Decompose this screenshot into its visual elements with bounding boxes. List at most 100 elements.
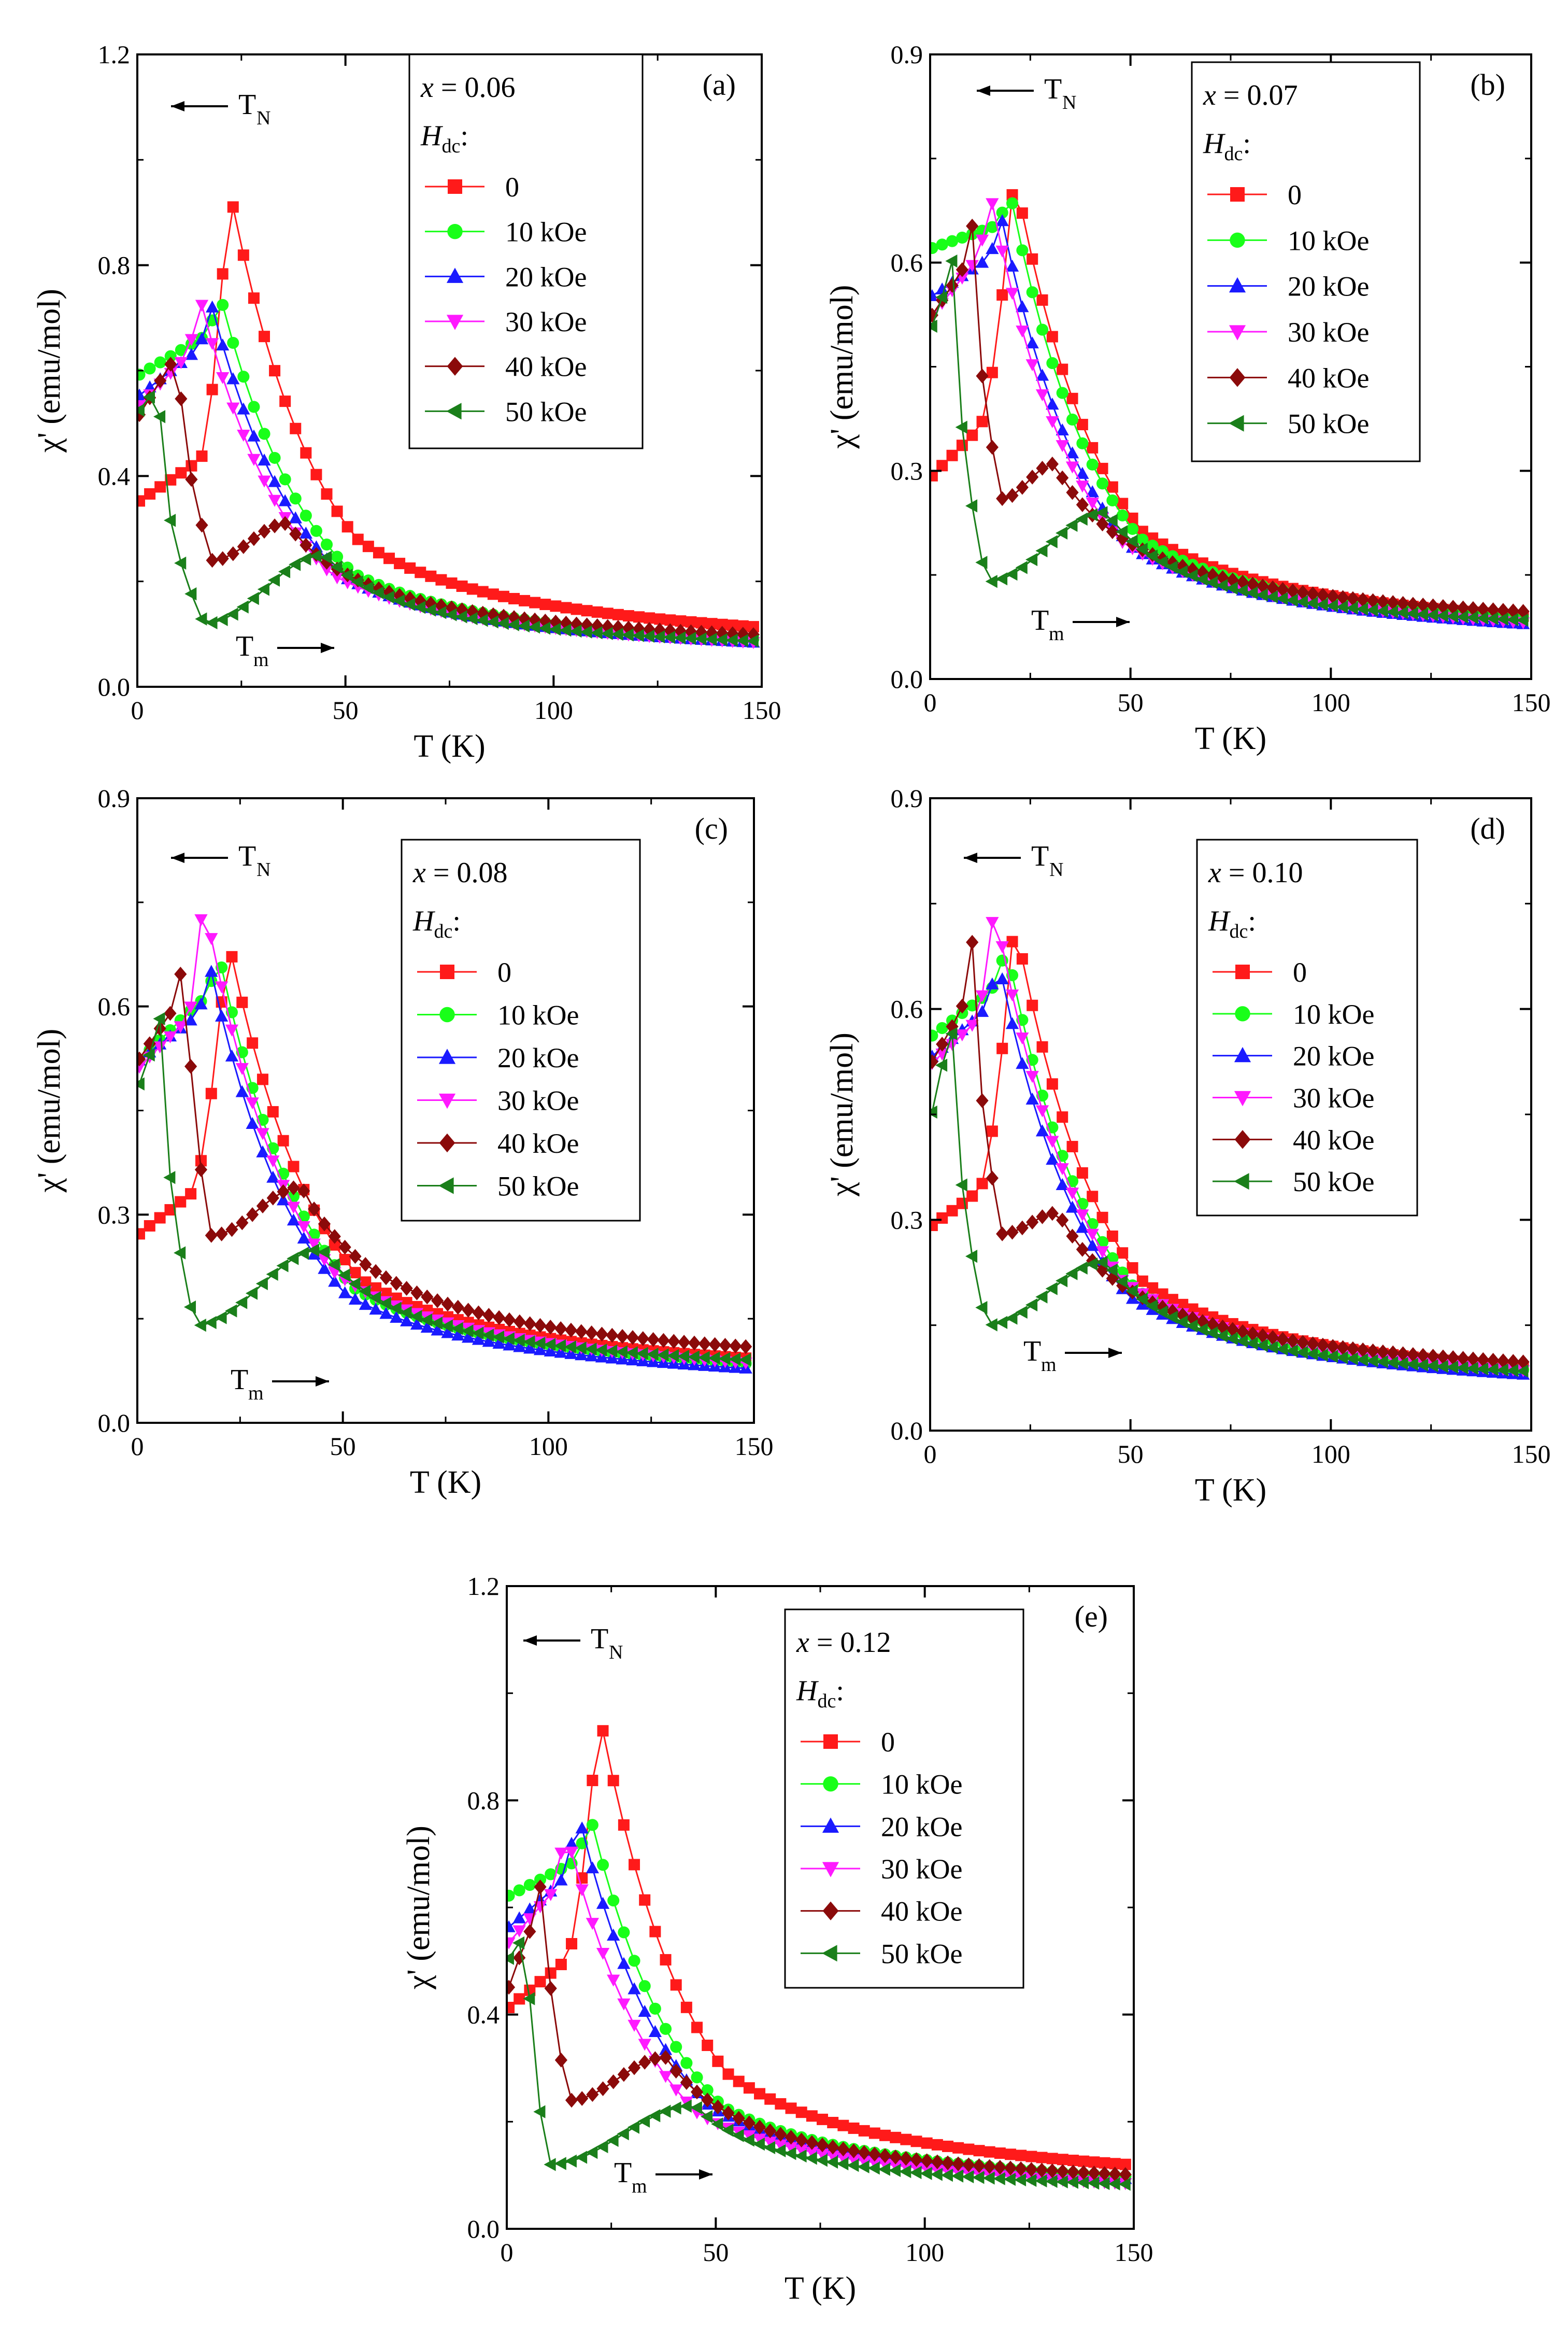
data-point (973, 2145, 985, 2157)
data-point (523, 1335, 535, 1349)
data-point (966, 935, 979, 950)
data-point (204, 1316, 217, 1330)
data-point (909, 2166, 922, 2180)
data-point (659, 2023, 672, 2035)
tn-subscript: N (256, 859, 270, 881)
data-point (143, 1036, 156, 1051)
data-point (1035, 1290, 1048, 1304)
data-point (434, 606, 447, 619)
data-point (575, 2151, 588, 2164)
data-point (1336, 1340, 1349, 1355)
data-point (1066, 413, 1079, 426)
legend-entry: 0 (1213, 957, 1307, 988)
data-point (1327, 1339, 1339, 1354)
data-point (403, 598, 416, 611)
data-point (1077, 2176, 1089, 2189)
data-point (545, 1868, 557, 1881)
data-point (174, 556, 187, 570)
data-point (421, 1289, 434, 1305)
data-point (691, 2021, 703, 2033)
legend-marker (1234, 1130, 1251, 1149)
data-point (1016, 1220, 1029, 1236)
tm-label: T (1031, 604, 1049, 637)
data-point (300, 447, 312, 459)
data-point (534, 1318, 547, 1333)
data-point (1396, 1346, 1409, 1361)
data-point (982, 2171, 995, 2185)
data-point (648, 2109, 661, 2123)
data-point (216, 551, 229, 566)
data-point (451, 1299, 464, 1315)
data-point (289, 527, 302, 542)
data-point (1118, 2178, 1131, 2191)
data-point (858, 2145, 871, 2160)
data-point (622, 620, 635, 635)
data-point (1036, 461, 1049, 476)
y-tick-label: 0.0 (98, 1408, 131, 1437)
data-point (995, 245, 1009, 258)
data-point (544, 1889, 558, 1901)
data-point (1346, 1341, 1359, 1356)
data-point (194, 1319, 206, 1332)
x-tick-label: 100 (529, 1432, 568, 1461)
data-point (1457, 1351, 1470, 1366)
data-point (1236, 1334, 1248, 1348)
data-point (736, 634, 748, 647)
data-point (1135, 542, 1148, 556)
data-point (1076, 466, 1089, 479)
data-point (1016, 300, 1029, 313)
data-point (936, 1037, 949, 1052)
data-point (1119, 2158, 1131, 2170)
data-point (763, 2141, 776, 2154)
data-point (340, 568, 353, 582)
data-point (857, 2160, 869, 2173)
y-tick-label: 0.0 (98, 672, 131, 701)
data-point (1386, 1356, 1399, 1369)
data-point (237, 371, 250, 383)
data-point (591, 606, 603, 618)
data-point (195, 332, 209, 345)
data-point (617, 2067, 630, 2082)
data-point (477, 586, 489, 598)
data-point (196, 450, 208, 462)
data-point (708, 1337, 721, 1352)
y-tick-label: 0.8 (98, 251, 131, 280)
data-point (935, 1058, 948, 1072)
data-point (1447, 1350, 1460, 1365)
data-point (1056, 2164, 1069, 2179)
data-point (628, 2019, 641, 2032)
tn-arrow-head (977, 86, 990, 96)
data-point (1206, 576, 1218, 589)
data-point (716, 618, 728, 630)
data-point (1146, 540, 1159, 552)
data-point (195, 517, 208, 533)
data-point (1025, 336, 1039, 349)
data-point (317, 1246, 330, 1259)
legend-marker (823, 1734, 838, 1749)
data-point (318, 1262, 331, 1274)
data-point (1076, 480, 1089, 493)
data-point (266, 1267, 278, 1281)
data-point (297, 1247, 309, 1260)
data-point (441, 1326, 454, 1338)
data-point (195, 612, 207, 626)
data-point (687, 1350, 700, 1364)
data-point (805, 2146, 819, 2159)
data-point (763, 2137, 777, 2149)
data-point (451, 1322, 463, 1335)
data-point (307, 1243, 320, 1257)
data-point (523, 1902, 537, 1915)
legend-entry: 20 kOe (801, 1811, 962, 1842)
legend-title: x = 0.08 (412, 857, 507, 889)
data-point (1016, 326, 1029, 338)
data-point (245, 1286, 258, 1300)
data-point (248, 292, 260, 304)
data-point (383, 553, 395, 564)
data-point (975, 1301, 988, 1314)
data-point (184, 1059, 197, 1074)
data-point (513, 1314, 526, 1330)
data-point (1015, 561, 1028, 574)
data-point (226, 607, 238, 621)
data-point (965, 1250, 978, 1263)
